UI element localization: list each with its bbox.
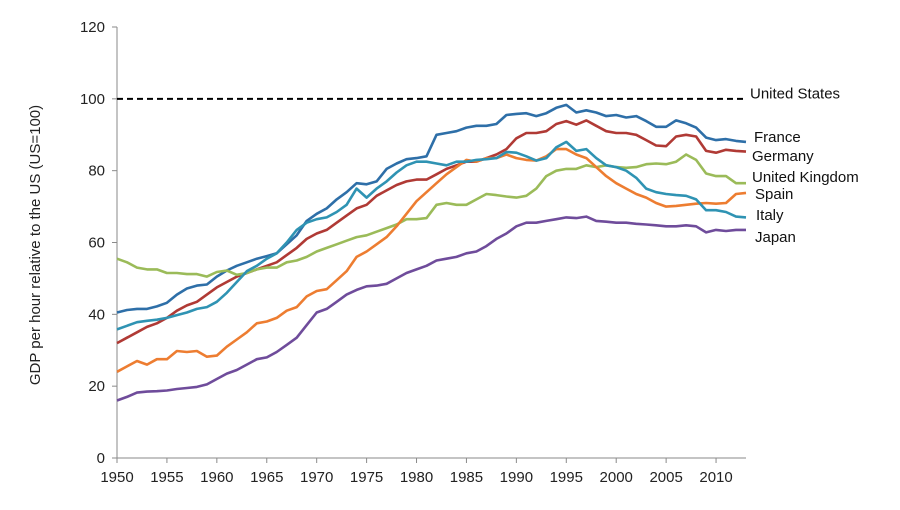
label-italy: Italy — [756, 207, 784, 224]
x-tick-label: 1950 — [100, 469, 133, 486]
x-tick-label: 2000 — [600, 469, 633, 486]
y-tick-label: 120 — [80, 19, 105, 36]
y-tick-label: 0 — [97, 450, 105, 467]
y-tick-label: 80 — [88, 163, 105, 180]
x-tick-label: 1975 — [350, 469, 383, 486]
label-germany: Germany — [752, 148, 814, 165]
label-france: France — [754, 129, 801, 146]
label-japan: Japan — [755, 229, 796, 246]
series-line-united-kingdom — [116, 153, 746, 278]
label-united-states: United States — [750, 85, 840, 102]
series-line-germany — [116, 119, 747, 345]
x-tick-label: 1955 — [150, 469, 183, 486]
x-tick-label: 2010 — [699, 469, 732, 486]
series-lines — [116, 97, 747, 402]
x-tick-label: 1965 — [250, 469, 283, 486]
y-tick-label: 100 — [80, 91, 105, 108]
series-labels: United States France Germany United Kingdom… — [750, 85, 859, 246]
x-tick-label: 1990 — [500, 469, 533, 486]
y-tick-label: 60 — [88, 235, 105, 252]
series-line-france — [116, 103, 747, 314]
x-tick-label: 1970 — [300, 469, 333, 486]
x-tick-label: 2005 — [649, 469, 682, 486]
x-tick-label: 1980 — [400, 469, 433, 486]
x-tick-label: 1985 — [450, 469, 483, 486]
y-tick-label: 20 — [88, 378, 105, 395]
series-line-japan — [116, 215, 746, 402]
label-spain: Spain — [755, 186, 793, 203]
y-tick-label: 40 — [88, 306, 105, 323]
y-axis-label: GDP per hour relative to the US (US=100) — [27, 105, 44, 385]
axes: 0 20 40 60 80 100 120 1950 1955 1960 1965 1970 1975 1… — [80, 19, 746, 486]
x-tick-label: 1960 — [200, 469, 233, 486]
series-line-italy — [116, 140, 747, 331]
label-united-kingdom: United Kingdom — [752, 169, 859, 186]
x-tick-label: 1995 — [550, 469, 583, 486]
series-line-spain — [116, 147, 747, 373]
